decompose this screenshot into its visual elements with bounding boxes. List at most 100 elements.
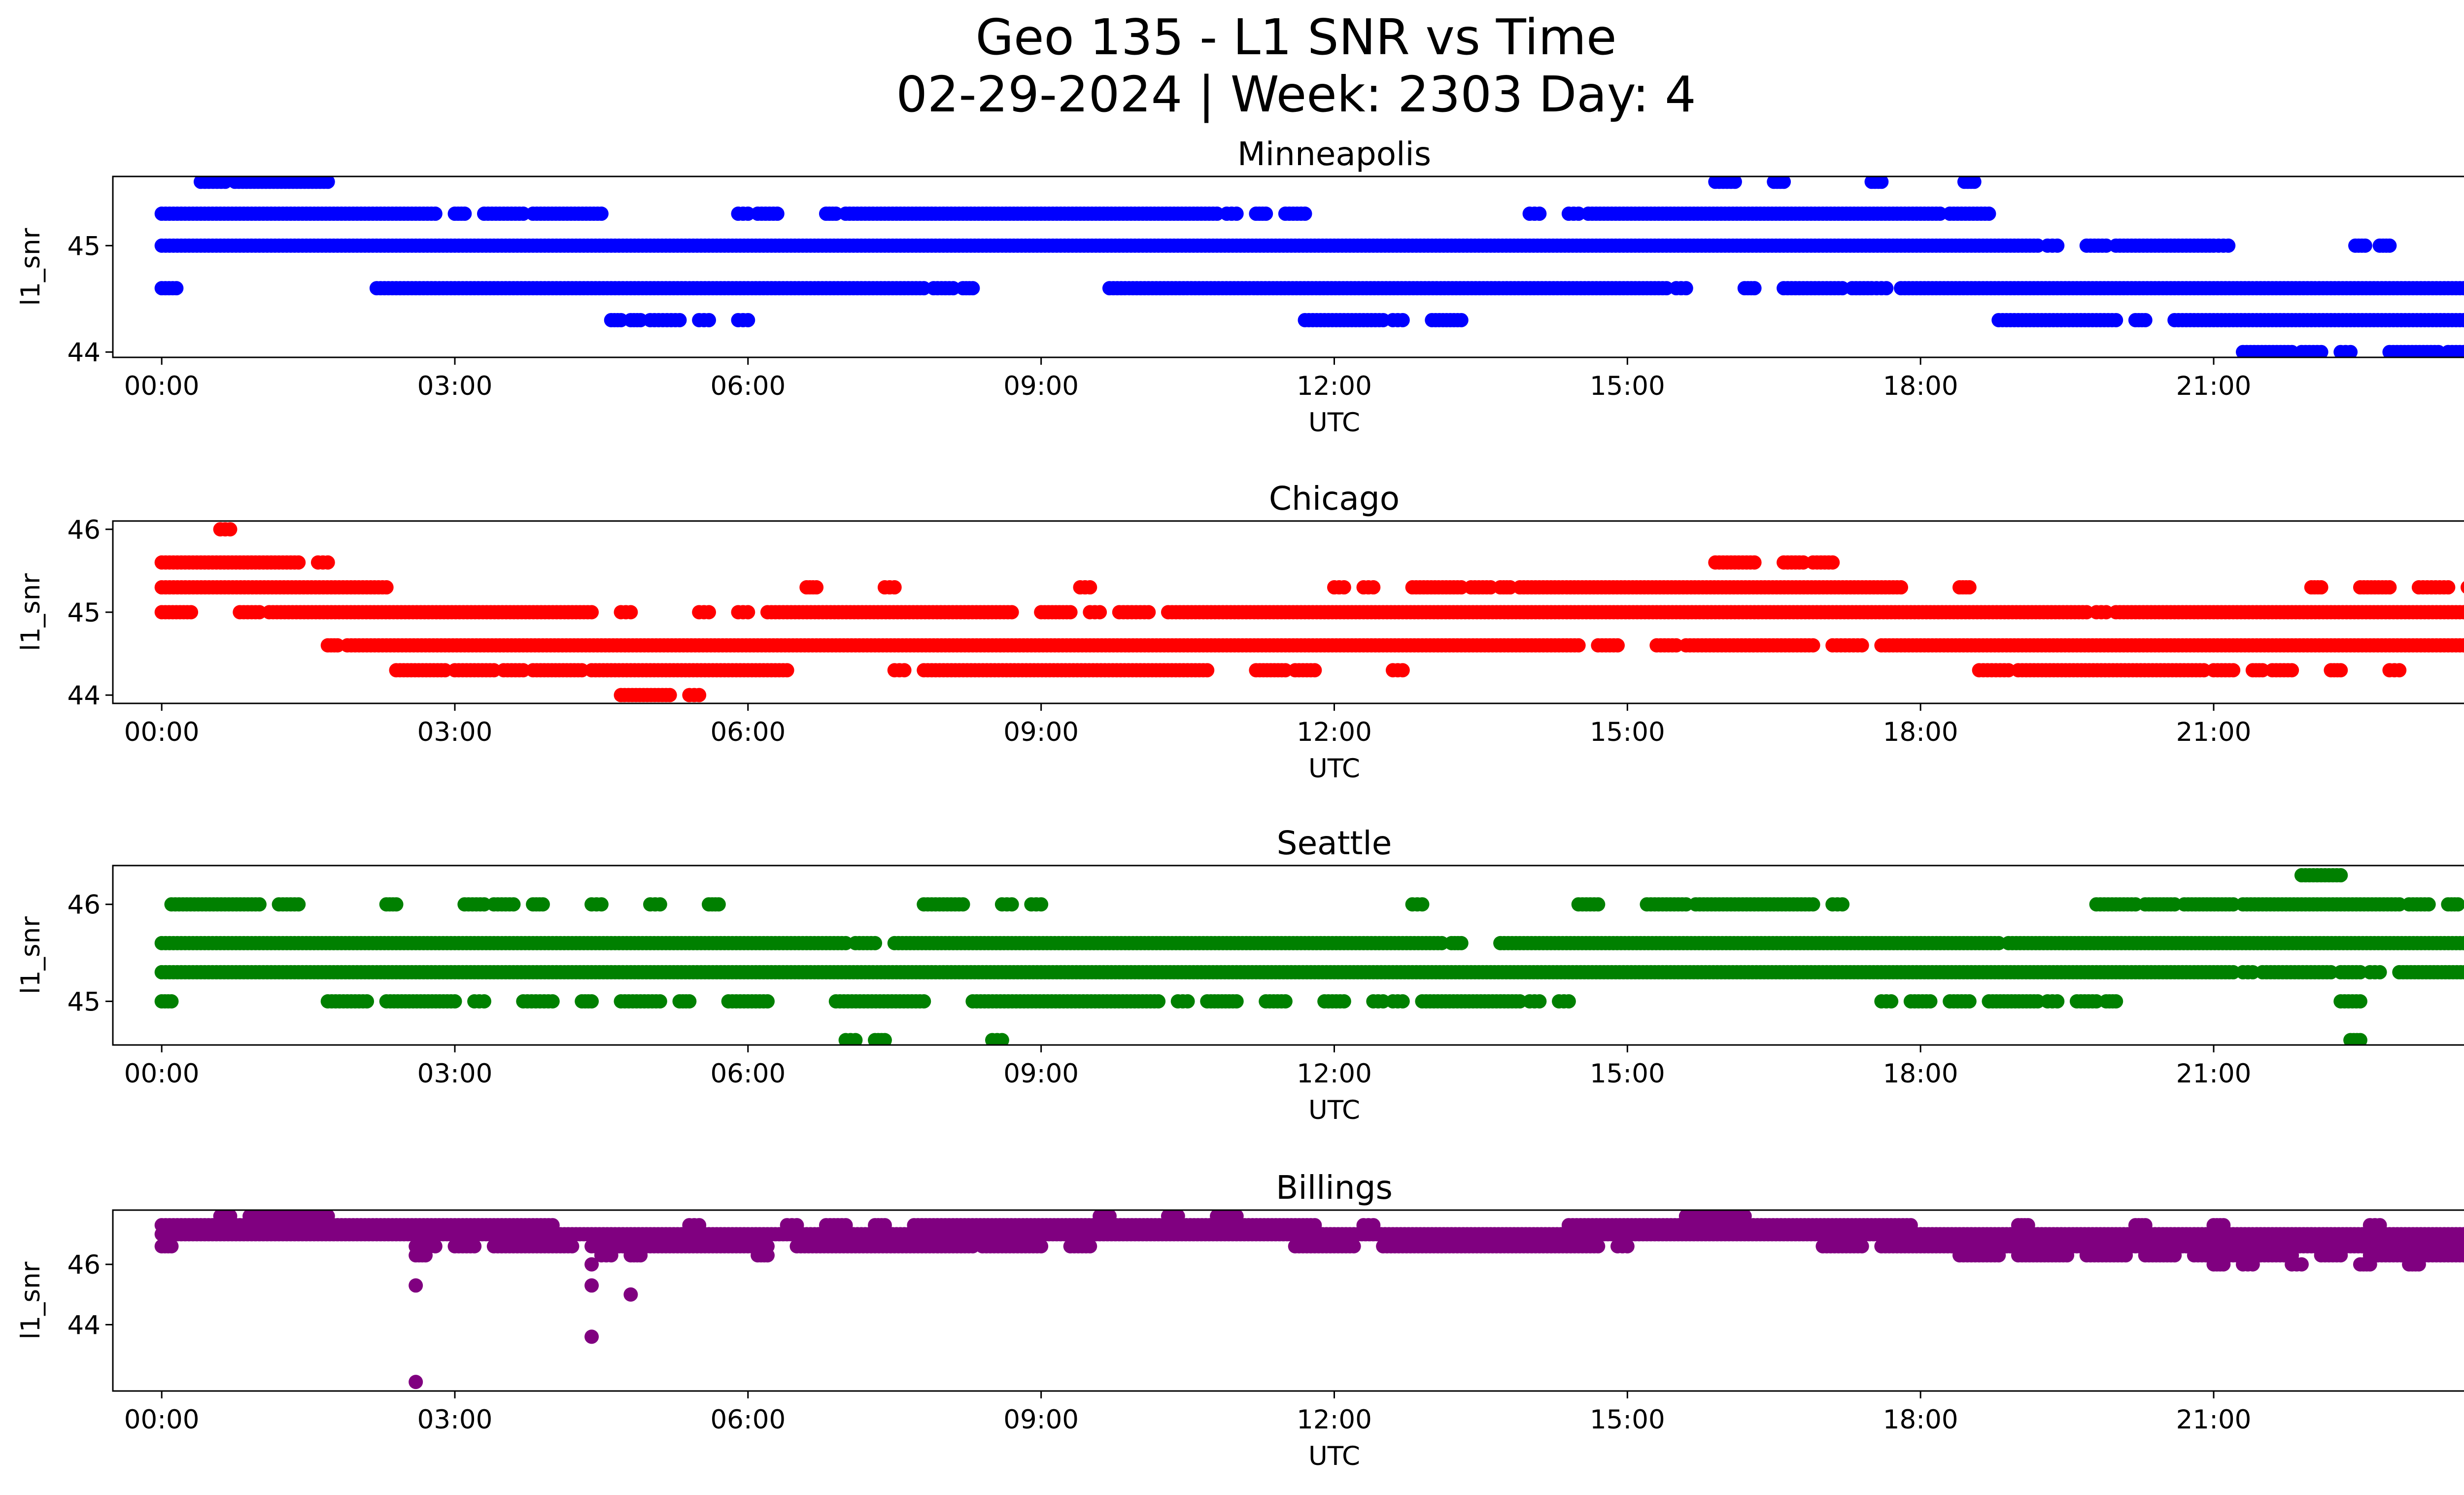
data-point xyxy=(2461,314,2464,326)
data-point xyxy=(2353,965,2367,979)
data-point xyxy=(1278,663,1293,678)
data-point xyxy=(594,897,609,912)
data-point xyxy=(1093,605,1107,620)
subplot-title: Chicago xyxy=(1269,480,1400,518)
data-point xyxy=(1483,580,1498,595)
x-tick-label: 09:00 xyxy=(1003,371,1079,401)
data-point xyxy=(702,605,717,620)
data-point xyxy=(516,207,531,221)
data-point xyxy=(438,663,452,678)
data-point xyxy=(252,897,267,912)
data-point xyxy=(1532,994,1547,1008)
data-point xyxy=(2372,965,2387,979)
data-point xyxy=(291,555,306,570)
data-point xyxy=(486,663,501,678)
y-axis-label: l1_snr xyxy=(16,228,46,306)
data-point xyxy=(1395,313,1410,327)
data-point xyxy=(594,207,609,221)
data-point xyxy=(1659,281,1674,296)
data-point xyxy=(1454,936,1469,950)
data-point xyxy=(2461,639,2464,652)
subplot-title: Minneapolis xyxy=(1237,135,1431,173)
figure-subtitle: 02-29-2024 | Week: 2303 Day: 4 xyxy=(896,66,1696,123)
data-point xyxy=(1366,580,1381,595)
data-point xyxy=(2196,663,2211,678)
data-point xyxy=(897,663,912,678)
data-point xyxy=(1298,207,1312,221)
data-point xyxy=(2314,580,2328,595)
data-point xyxy=(1004,605,1019,620)
y-axis-label: l1_snr xyxy=(16,573,46,651)
data-point xyxy=(1854,638,1869,653)
data-point xyxy=(1561,994,1576,1008)
data-point xyxy=(2382,238,2397,253)
data-point xyxy=(2461,937,2464,949)
x-tick-label: 03:00 xyxy=(417,717,493,747)
data-point xyxy=(2128,897,2143,912)
data-point xyxy=(330,638,345,653)
data-point xyxy=(379,580,394,595)
data-point xyxy=(692,688,707,702)
data-point xyxy=(1210,207,1225,221)
data-point xyxy=(741,605,755,620)
data-point xyxy=(1307,663,1322,678)
data-point xyxy=(169,281,184,296)
data-point xyxy=(1571,638,1586,653)
data-point xyxy=(770,207,785,221)
x-tick-label: 18:00 xyxy=(1883,371,1958,401)
data-point xyxy=(1835,281,1850,296)
data-point xyxy=(1669,638,1683,653)
data-point xyxy=(652,994,667,1008)
data-point xyxy=(1454,580,1469,595)
data-point xyxy=(1894,580,1909,595)
data-point xyxy=(2461,346,2464,357)
data-point xyxy=(1141,605,1156,620)
data-point xyxy=(1727,176,1742,189)
data-point xyxy=(1503,580,1517,595)
data-point xyxy=(2138,313,2153,327)
data-point xyxy=(2333,663,2348,678)
data-point xyxy=(1336,994,1351,1008)
data-point xyxy=(1879,281,1894,296)
data-point xyxy=(2382,580,2397,595)
data-point xyxy=(535,897,550,912)
data-point xyxy=(1336,580,1351,595)
data-point xyxy=(711,897,726,912)
data-point xyxy=(2255,663,2270,678)
data-point xyxy=(1435,936,1449,950)
data-point xyxy=(223,522,238,537)
data-point xyxy=(1777,176,1791,189)
data-point xyxy=(2358,238,2372,253)
data-point xyxy=(1376,313,1391,327)
data-point xyxy=(428,207,443,221)
data-point xyxy=(252,605,267,620)
data-point xyxy=(1034,897,1049,912)
data-point xyxy=(389,897,404,912)
data-point xyxy=(741,207,755,221)
data-point xyxy=(477,897,491,912)
data-point xyxy=(2461,967,2464,978)
data-point xyxy=(2050,238,2065,253)
data-point xyxy=(780,663,794,678)
data-point xyxy=(1962,994,1977,1008)
data-point xyxy=(917,994,931,1008)
data-point xyxy=(184,605,199,620)
data-point xyxy=(1151,994,1166,1008)
data-point xyxy=(584,994,599,1008)
data-point xyxy=(2109,313,2123,327)
data-point xyxy=(809,580,824,595)
data-point xyxy=(946,281,960,296)
data-point xyxy=(614,313,628,327)
x-tick-label: 15:00 xyxy=(1590,371,1665,401)
data-point xyxy=(1747,281,1762,296)
data-point xyxy=(1825,555,1840,570)
data-point xyxy=(1991,936,2006,950)
data-point xyxy=(1180,994,1195,1008)
x-tick-label: 00:00 xyxy=(124,717,200,747)
data-point xyxy=(575,663,589,678)
data-point xyxy=(956,897,970,912)
x-tick-label: 12:00 xyxy=(1297,717,1372,747)
data-point xyxy=(965,281,980,296)
